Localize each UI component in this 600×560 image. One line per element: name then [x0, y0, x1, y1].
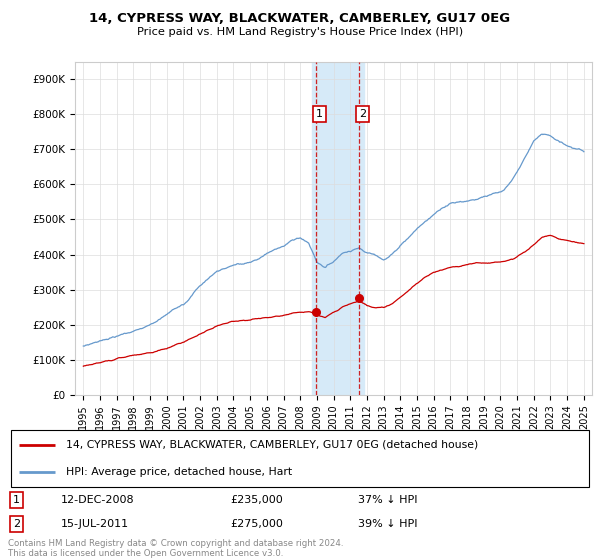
Text: 1: 1 [316, 109, 323, 119]
Text: 15-JUL-2011: 15-JUL-2011 [61, 519, 128, 529]
Text: 14, CYPRESS WAY, BLACKWATER, CAMBERLEY, GU17 0EG: 14, CYPRESS WAY, BLACKWATER, CAMBERLEY, … [89, 12, 511, 25]
Text: £235,000: £235,000 [230, 495, 283, 505]
Text: 1: 1 [13, 495, 20, 505]
Text: 12-DEC-2008: 12-DEC-2008 [61, 495, 134, 505]
Text: 2: 2 [13, 519, 20, 529]
Text: 39% ↓ HPI: 39% ↓ HPI [358, 519, 418, 529]
Text: 37% ↓ HPI: 37% ↓ HPI [358, 495, 418, 505]
Text: £275,000: £275,000 [230, 519, 283, 529]
Text: 2: 2 [359, 109, 366, 119]
Text: Contains HM Land Registry data © Crown copyright and database right 2024.
This d: Contains HM Land Registry data © Crown c… [8, 539, 343, 558]
Text: Price paid vs. HM Land Registry's House Price Index (HPI): Price paid vs. HM Land Registry's House … [137, 27, 463, 37]
FancyBboxPatch shape [11, 430, 589, 487]
Text: HPI: Average price, detached house, Hart: HPI: Average price, detached house, Hart [66, 467, 292, 477]
Bar [312, 62, 364, 395]
Text: 14, CYPRESS WAY, BLACKWATER, CAMBERLEY, GU17 0EG (detached house): 14, CYPRESS WAY, BLACKWATER, CAMBERLEY, … [66, 440, 478, 450]
